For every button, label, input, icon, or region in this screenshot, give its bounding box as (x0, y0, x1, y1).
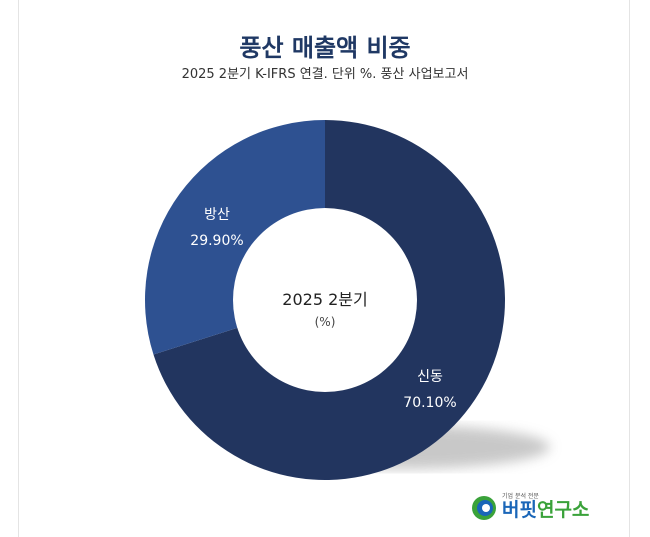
center-label: 2025 2분기 (282, 290, 367, 309)
logo-icon (470, 494, 498, 522)
donut-chart: 2025 2분기 (%) 신동 70.10% 방산 29.90% (0, 0, 650, 537)
logo-tagline: 기업 분석 전문 (502, 491, 539, 500)
slice-label-shindong: 신동 (417, 369, 443, 385)
logo: 기업 분석 전문 버핏연구소 (470, 494, 589, 522)
slice-value-bangsan: 29.90% (190, 233, 243, 249)
slice-label-bangsan: 방산 (204, 207, 230, 223)
logo-name-1: 버핏 (502, 499, 537, 521)
slice-value-shindong: 70.10% (403, 395, 456, 411)
logo-name-2: 연구소 (537, 499, 589, 521)
center-sublabel: (%) (315, 315, 336, 329)
